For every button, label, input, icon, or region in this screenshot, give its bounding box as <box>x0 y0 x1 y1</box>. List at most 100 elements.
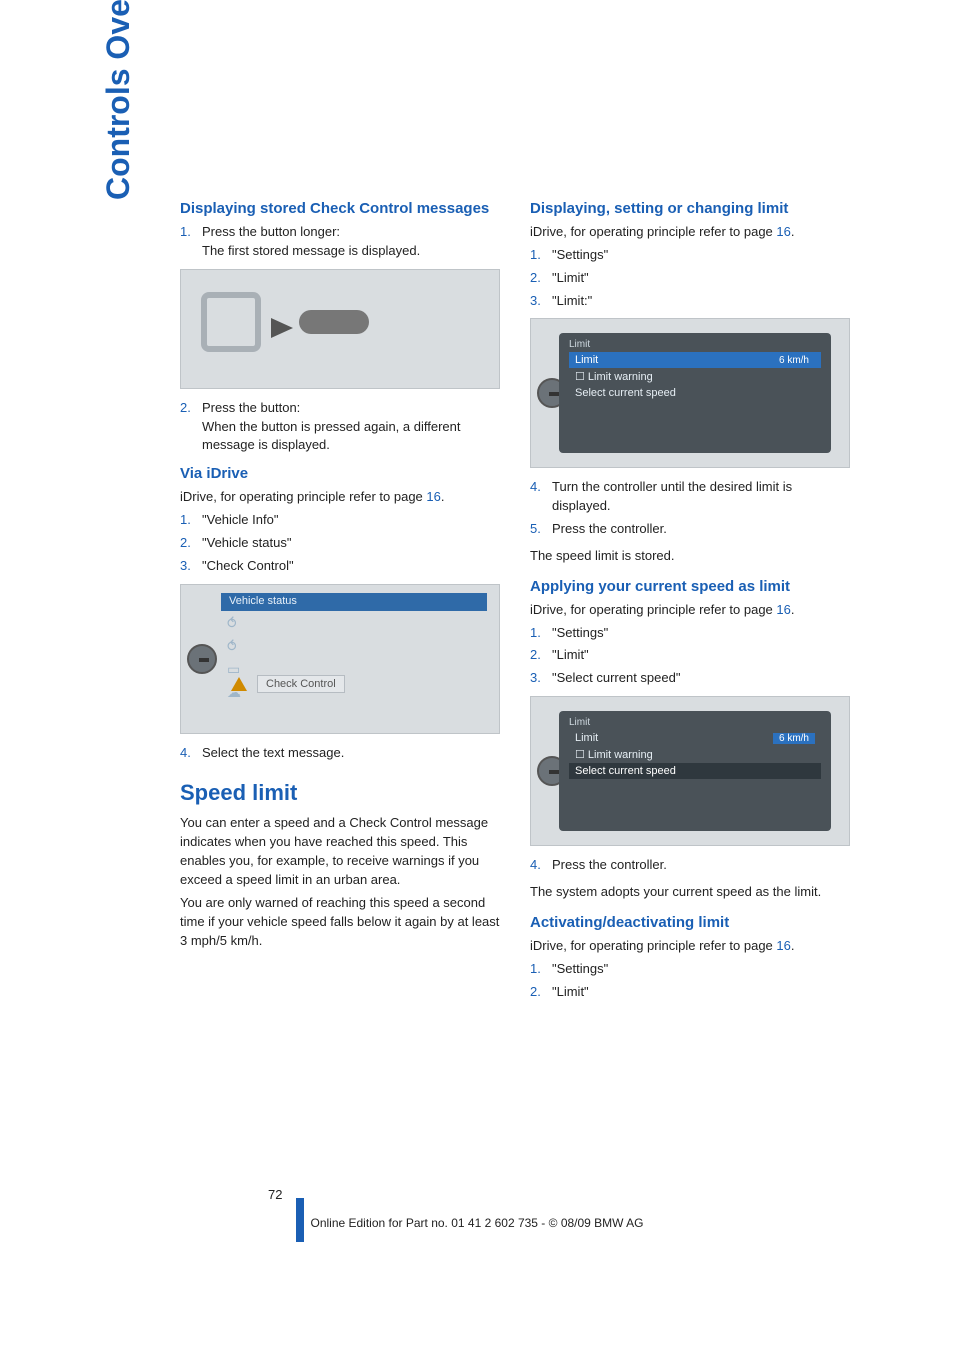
step-number: 2. <box>180 399 191 418</box>
step-number: 4. <box>530 478 541 497</box>
page-link-16[interactable]: 16 <box>426 489 440 504</box>
arrow-icon <box>271 318 293 338</box>
step-text: "Settings" <box>552 247 608 262</box>
figure-dashboard-button <box>180 269 500 389</box>
row-label: Select current speed <box>575 387 676 399</box>
lead-text: iDrive, for operating principle refer to… <box>530 938 776 953</box>
step-text: Select the text message. <box>202 745 344 760</box>
adopts-speed-text: The system adopts your current speed as … <box>530 883 850 902</box>
step-number: 2. <box>180 534 191 553</box>
step: 5. Press the controller. <box>530 520 850 539</box>
steps-set-limit: 1. "Settings" 2. "Limit" 3."Limit:" <box>530 246 850 311</box>
step: 4. Select the text message. <box>180 744 500 763</box>
panel-row-limit: Limit 6 km/h <box>569 352 821 368</box>
step-number: 1. <box>530 624 541 643</box>
panel-title: Limit <box>569 717 821 728</box>
steps-select-text: 4. Select the text message. <box>180 744 500 763</box>
step: 4.Press the controller. <box>530 856 850 875</box>
step: 2. "Limit" <box>530 269 850 288</box>
page-link-16[interactable]: 16 <box>776 224 790 239</box>
step-number: 3. <box>180 557 191 576</box>
step-number: 3. <box>530 292 541 311</box>
row-label: Limit <box>575 354 598 366</box>
heading-apply-current-speed: Applying your current speed as limit <box>530 578 850 595</box>
step-text: "Vehicle Info" <box>202 512 278 527</box>
steps-turn-press: 4. Turn the controller until the desired … <box>530 478 850 539</box>
step: 1."Vehicle Info" <box>180 511 500 530</box>
heading-activate-deactivate: Activating/deactivating limit <box>530 914 850 931</box>
warning-triangle-icon <box>231 677 247 691</box>
step-number: 1. <box>530 246 541 265</box>
step: 3."Limit:" <box>530 292 850 311</box>
controller-knob-icon <box>187 644 217 674</box>
step: 2."Limit" <box>530 646 850 665</box>
lead-text: iDrive, for operating principle refer to… <box>180 489 426 504</box>
vstat-header: Vehicle status <box>221 593 487 611</box>
two-column-layout: Displaying stored Check Control messages… <box>180 200 864 1009</box>
period: . <box>791 602 795 617</box>
row-label: Limit warning <box>575 748 653 761</box>
steps-press-longer: 1. Press the button longer: The first st… <box>180 223 500 261</box>
period: . <box>791 938 795 953</box>
panel-row-limit: Limit 6 km/h <box>569 730 821 746</box>
idrive-lead: iDrive, for operating principle refer to… <box>180 488 500 507</box>
heading-stored-cc: Displaying stored Check Control messages <box>180 200 500 217</box>
panel-row-warning: Limit warning <box>569 368 821 385</box>
tpms-icon: ⥀ <box>227 615 251 632</box>
row-value: 6 km/h <box>773 355 815 366</box>
step-number: 2. <box>530 269 541 288</box>
page-link-16[interactable]: 16 <box>776 602 790 617</box>
step-number: 4. <box>530 856 541 875</box>
step-number: 2. <box>530 983 541 1002</box>
panel-row-warning: Limit warning <box>569 746 821 763</box>
step-number: 1. <box>180 223 191 242</box>
step: 1. Press the button longer: The first st… <box>180 223 500 261</box>
step-text: Press the button: When the button is pre… <box>202 400 460 453</box>
lead-text: iDrive, for operating principle refer to… <box>530 224 776 239</box>
vstat-checkcontrol: Check Control <box>257 675 345 693</box>
step-text: "Settings" <box>552 961 608 976</box>
page-link-16[interactable]: 16 <box>776 938 790 953</box>
step-text: "Vehicle status" <box>202 535 291 550</box>
row-label: Limit warning <box>575 370 653 383</box>
step-text: Turn the controller until the desired li… <box>552 479 792 513</box>
steps-apply-speed: 1."Settings" 2."Limit" 3."Select current… <box>530 624 850 689</box>
panel-title: Limit <box>569 339 821 350</box>
stored-text: The speed limit is stored. <box>530 547 850 566</box>
period: . <box>441 489 445 504</box>
steps-via-idrive: 1."Vehicle Info" 2. "Vehicle status" 3. "C… <box>180 511 500 576</box>
idrive-lead: iDrive, for operating principle refer to… <box>530 601 850 620</box>
row-label: Limit <box>575 732 598 744</box>
step-text: "Limit" <box>552 984 589 999</box>
idrive-lead: iDrive, for operating principle refer to… <box>530 223 850 242</box>
tpms-icon: ⥀ <box>227 638 251 655</box>
step-text: "Limit" <box>552 270 589 285</box>
idrive-lead: iDrive, for operating principle refer to… <box>530 937 850 956</box>
page-number: 72 <box>268 1187 282 1202</box>
row-value: 6 km/h <box>773 733 815 744</box>
step-text: "Select current speed" <box>552 670 680 685</box>
step-number: 1. <box>530 960 541 979</box>
page: Controls Overview Displaying stored Chec… <box>0 0 954 1350</box>
right-column: Displaying, setting or changing limit iD… <box>530 200 850 1009</box>
heading-speed-limit: Speed limit <box>180 780 500 806</box>
step-text: "Settings" <box>552 625 608 640</box>
figure-limit-panel-1: Limit Limit 6 km/h Limit warning Select … <box>530 318 850 468</box>
step-number: 4. <box>180 744 191 763</box>
panel-row-select-speed: Select current speed <box>569 763 821 779</box>
steps-press-again: 2. Press the button: When the button is … <box>180 399 500 456</box>
step-text: "Check Control" <box>202 558 294 573</box>
heading-via-idrive: Via iDrive <box>180 465 500 482</box>
step-number: 2. <box>530 646 541 665</box>
gauge-icon <box>201 292 261 352</box>
step: 1. "Settings" <box>530 624 850 643</box>
step-text: Press the button longer: The first store… <box>202 224 420 258</box>
step-text: Press the controller. <box>552 521 667 536</box>
row-label: Select current speed <box>575 765 676 777</box>
button-icon <box>299 310 369 334</box>
step: 1. "Settings" <box>530 960 850 979</box>
service-icon: ▭ <box>227 661 251 678</box>
step: 2. "Limit" <box>530 983 850 1002</box>
step: 4. Turn the controller until the desired … <box>530 478 850 516</box>
step-number: 5. <box>530 520 541 539</box>
